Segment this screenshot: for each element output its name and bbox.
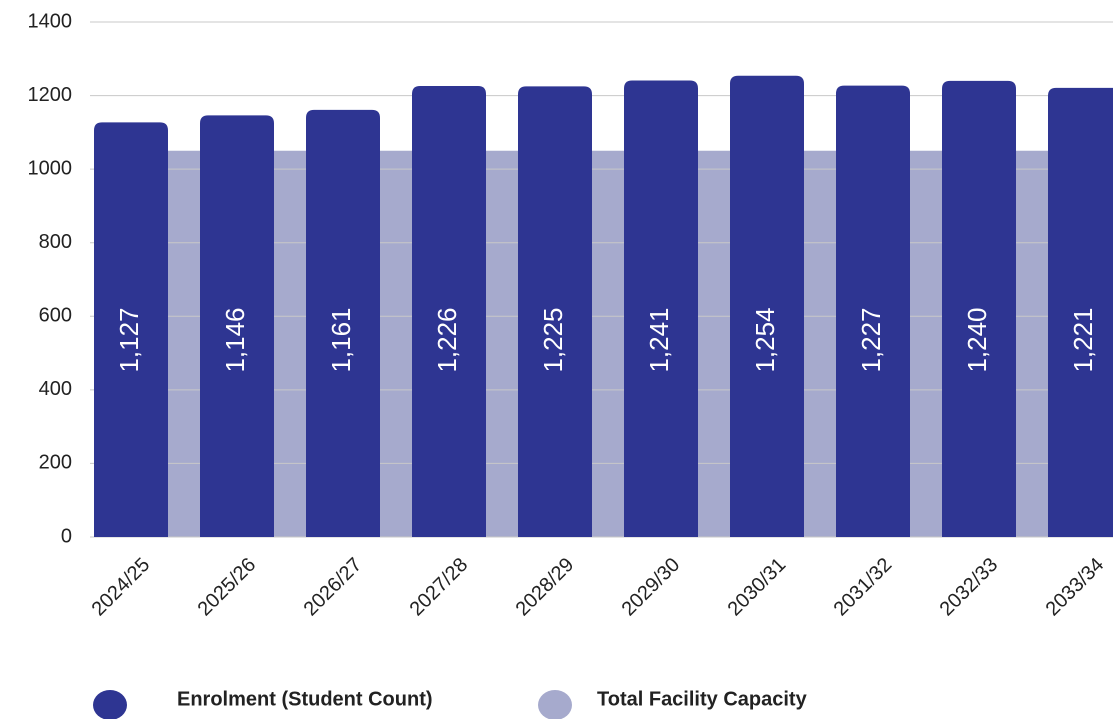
legend-swatch (538, 690, 572, 719)
x-tick-label: 2030/31 (724, 554, 791, 621)
data-label: 1,161 (326, 307, 356, 372)
y-tick-label: 1200 (28, 84, 73, 106)
legend-label: Total Facility Capacity (597, 688, 808, 710)
legend-label: Enrolment (Student Count) (177, 688, 433, 710)
x-tick-label: 2032/33 (936, 554, 1003, 621)
data-label: 1,127 (114, 307, 144, 372)
data-label: 1,241 (644, 307, 674, 372)
data-label: 1,240 (962, 307, 992, 372)
data-label: 1,221 (1068, 307, 1098, 372)
bar (1048, 87, 1113, 537)
bar (94, 122, 168, 538)
bar (624, 80, 698, 537)
x-tick-label: 2027/28 (406, 554, 473, 621)
y-tick-label: 600 (39, 305, 72, 327)
x-tick-label: 2025/26 (194, 554, 261, 621)
bar (412, 86, 486, 537)
bar (306, 109, 380, 538)
bar (942, 80, 1016, 537)
x-tick-label: 2033/34 (1042, 554, 1109, 621)
data-label: 1,254 (750, 307, 780, 372)
data-label: 1,226 (432, 307, 462, 372)
data-label: 1,227 (856, 307, 886, 372)
data-label: 1,225 (538, 307, 568, 372)
x-tick-label: 2028/29 (512, 554, 579, 621)
x-tick-label: 2029/30 (618, 554, 685, 621)
y-tick-label: 1400 (28, 10, 73, 32)
y-tick-label: 200 (39, 452, 72, 474)
legend-swatch (93, 690, 127, 719)
data-label: 1,146 (220, 307, 250, 372)
x-tick-label: 2026/27 (300, 554, 367, 621)
y-tick-label: 400 (39, 378, 72, 400)
y-tick-label: 800 (39, 231, 72, 253)
y-tick-label: 0 (61, 525, 72, 547)
x-tick-label: 2024/25 (88, 554, 155, 621)
bar (200, 115, 274, 537)
bar (730, 75, 804, 537)
bar-layer (94, 75, 1113, 538)
y-tick-label: 1000 (28, 157, 73, 179)
x-tick-label: 2031/32 (830, 554, 897, 621)
bar (518, 86, 592, 537)
bar (836, 85, 910, 537)
